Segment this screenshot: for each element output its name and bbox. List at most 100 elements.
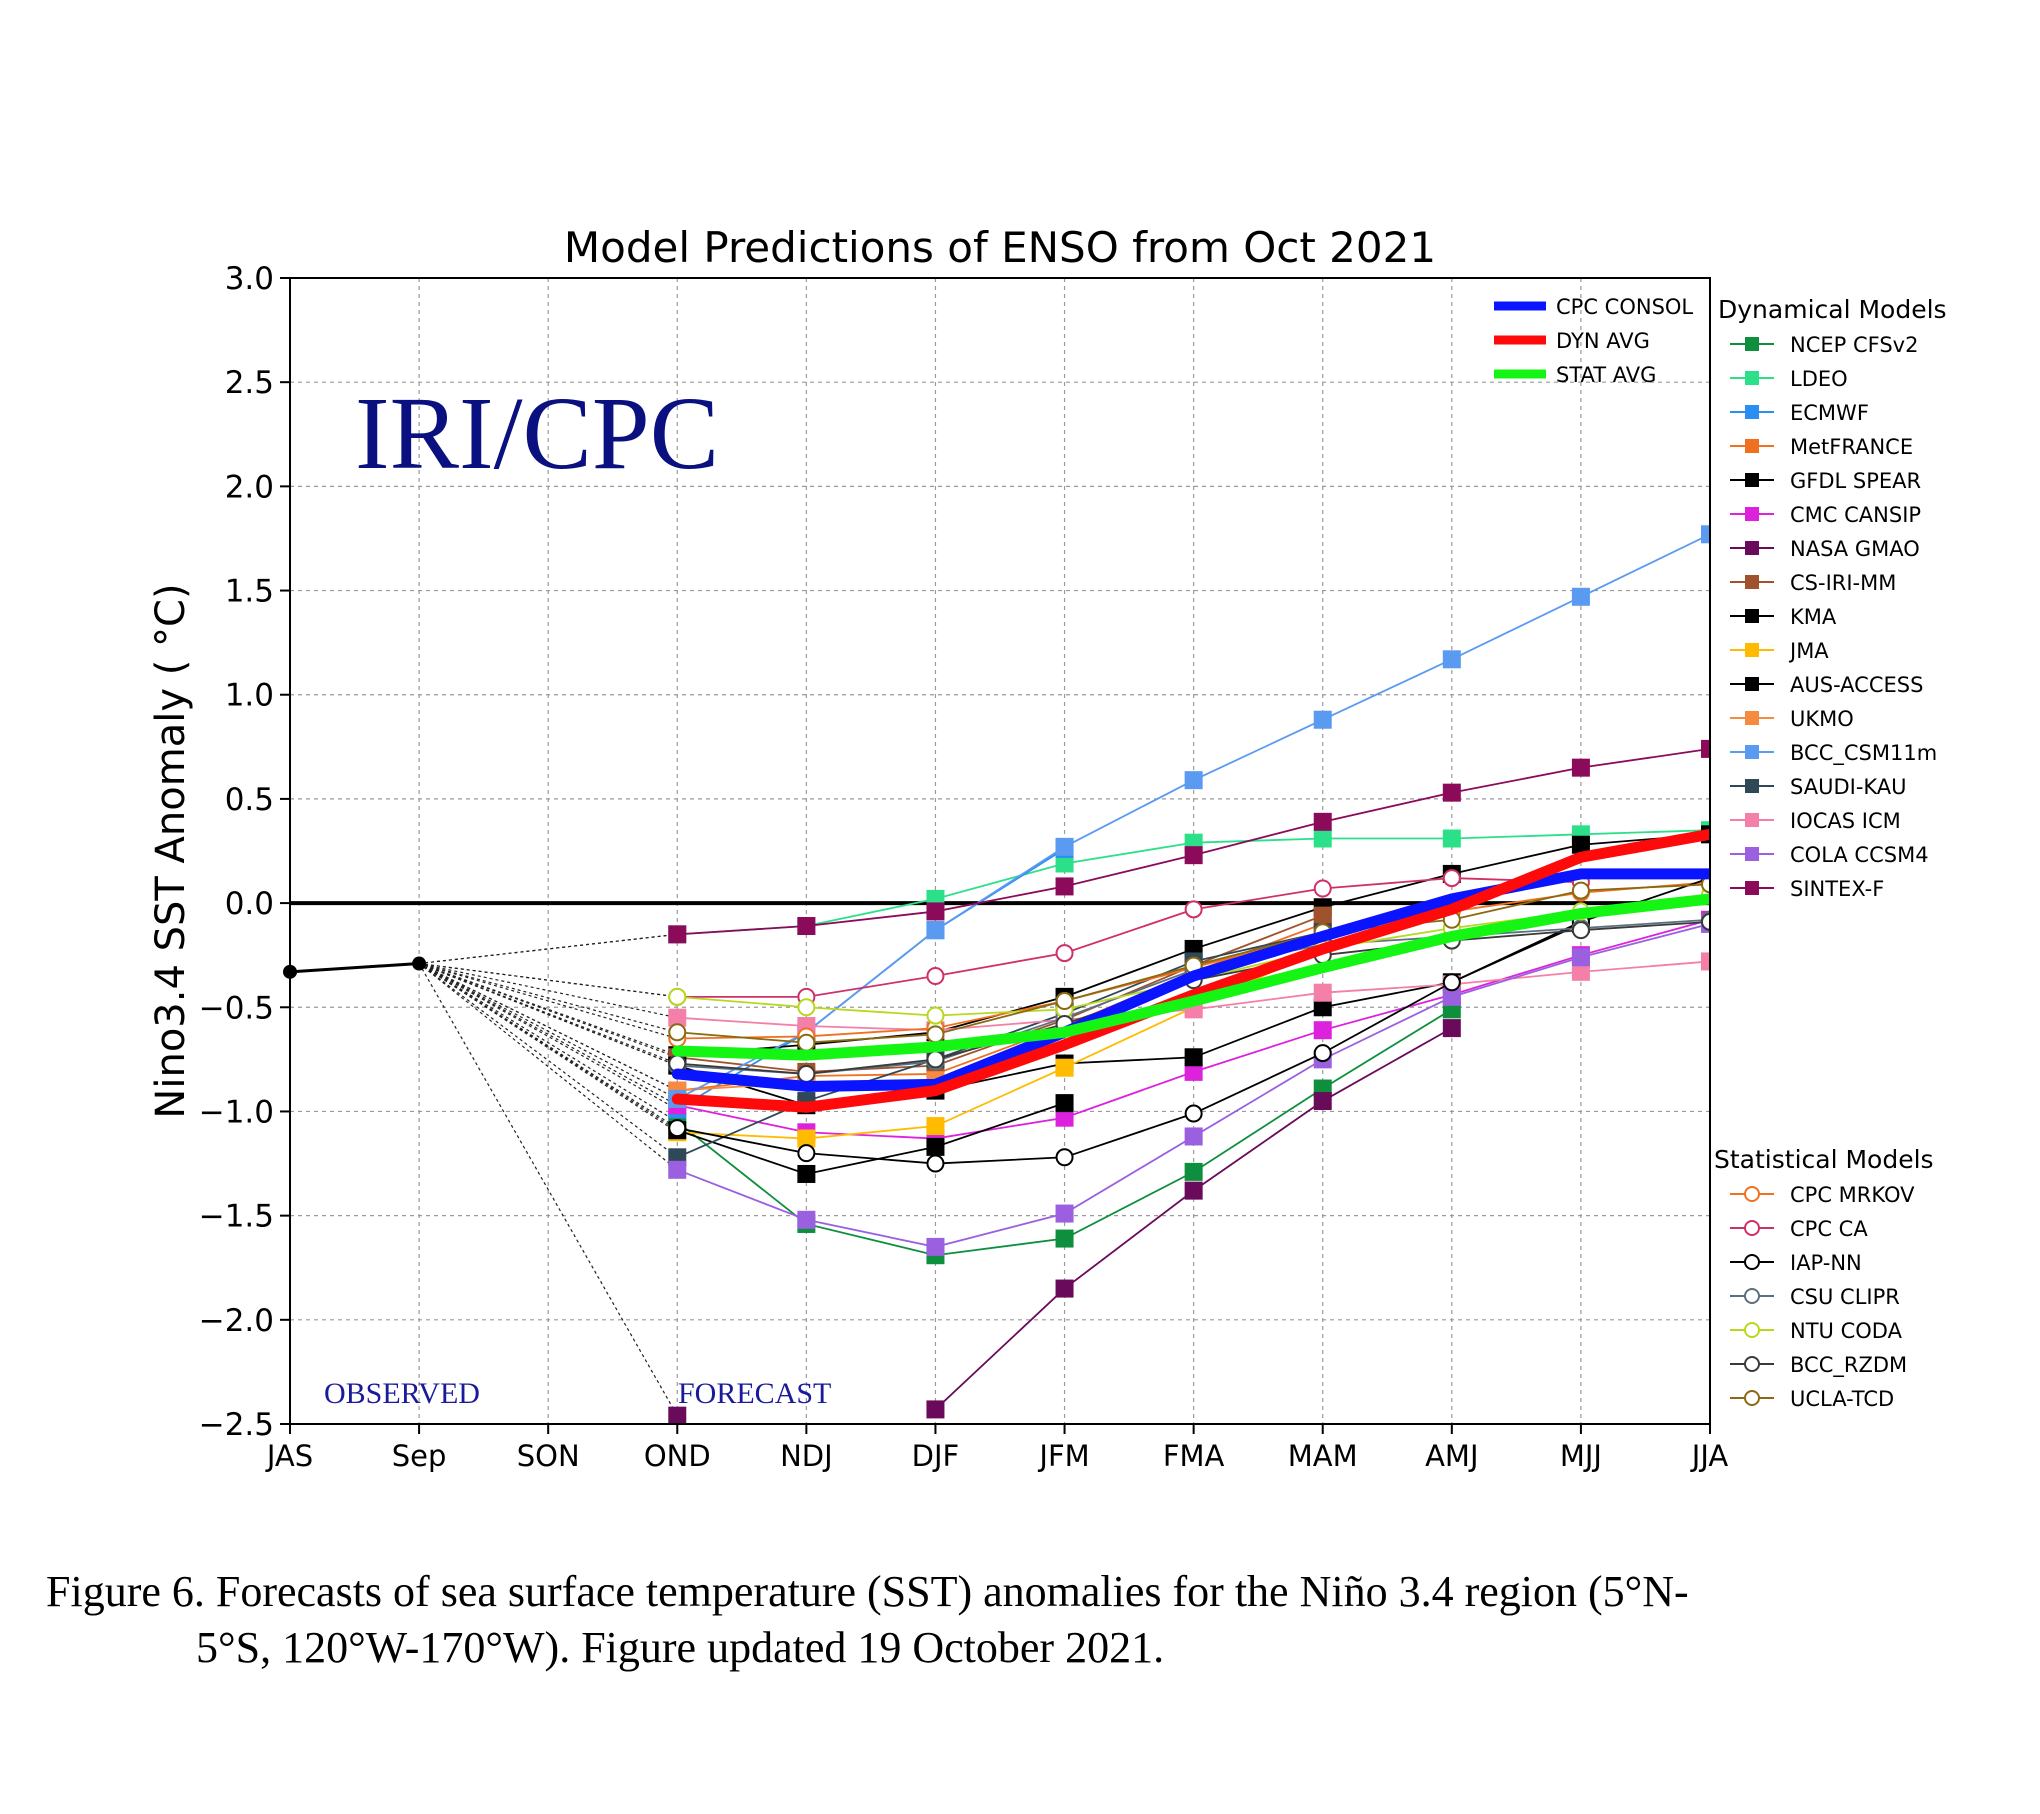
legend-label-gfdl-spear: GFDL SPEAR: [1790, 469, 1921, 493]
marker-cmc-cansip: [1055, 1108, 1074, 1127]
statistical-models-legend: Statistical Models CPC MRKOV CPC CA IAP-NN…: [1714, 1145, 1934, 1411]
y-tick-label: 3.0: [225, 261, 274, 297]
x-tick-label: FMA: [1163, 1439, 1225, 1473]
legend-label-cpc-mrkov: CPC MRKOV: [1790, 1183, 1915, 1207]
legend-marker: [1744, 1288, 1760, 1304]
marker-bcc-csm11m: [1184, 771, 1203, 790]
legend-label-ldeo: LDEO: [1790, 367, 1848, 391]
legend-label-ukmo: UKMO: [1790, 707, 1854, 731]
marker-nasa-gmao: [1313, 1092, 1332, 1111]
caption-line-2: 5°S, 120°W-170°W). Figure updated 19 Oct…: [196, 1623, 1165, 1672]
connector-bcc-rzdm: [418, 962, 678, 1065]
watermark-iri-cpc: IRI/CPC: [355, 376, 719, 491]
marker-cpc-ca: [1055, 944, 1074, 963]
marker-nasa-gmao: [1184, 1181, 1203, 1200]
marker-bcc-rzdm: [926, 1050, 945, 1069]
connector-sintex-f: [419, 933, 678, 965]
marker-bcc-csm11m: [1701, 525, 1710, 544]
marker-bcc-rzdm: [797, 1064, 816, 1083]
y-tick-label: −1.0: [199, 1094, 274, 1130]
forecast-connector-lines: [418, 933, 678, 1416]
marker-iap-nn: [1313, 1044, 1332, 1063]
marker-cs-iri-mm: [1313, 906, 1332, 925]
series-sintex-f: [668, 739, 1710, 944]
marker-iocas-icm: [668, 1008, 687, 1027]
marker-ldeo: [1313, 829, 1332, 848]
marker-sintex-f: [1571, 758, 1590, 777]
marker-jma: [1055, 1058, 1074, 1077]
dynamical-models-legend: Dynamical Models NCEP CFSv2 LDEO ECMWF MetF…: [1718, 295, 1947, 901]
marker-ucla-tcd: [1701, 875, 1710, 894]
x-tick-label: MJJ: [1560, 1439, 1602, 1473]
marker-ucla-tcd: [926, 1025, 945, 1044]
marker-ucla-tcd: [1055, 992, 1074, 1011]
x-tick-label: SON: [517, 1439, 580, 1473]
x-tick-label: AMJ: [1425, 1439, 1478, 1473]
plot-frame: [289, 277, 1711, 1425]
marker-cpc-ca: [1313, 879, 1332, 898]
marker-sintex-f: [1442, 783, 1461, 802]
y-axis-ticks: 3.0 2.5 2.0 1.5 1.0 0.5 0.0 −0.5 −1.0 −1.5 −2.0 −2.…: [199, 261, 290, 1443]
y-tick-label: −1.5: [199, 1199, 274, 1235]
observed-line: [289, 962, 420, 974]
marker-cmc-cansip: [1313, 1021, 1332, 1040]
connector-ucla-tcd: [418, 962, 678, 1033]
avg-line-stat-avg: [671, 893, 1710, 1061]
marker-iap-nn: [797, 1144, 816, 1163]
connector-iocas-icm: [418, 962, 678, 1019]
legend-label-cs-iri-mm: CS-IRI-MM: [1790, 571, 1896, 595]
marker-ncep-cfsv2: [1055, 1229, 1074, 1248]
marker-iap-nn: [926, 1154, 945, 1173]
connector-gfdl-spear: [418, 962, 678, 1056]
marker-ldeo: [1055, 854, 1074, 873]
average-series: [671, 828, 1710, 1113]
marker-nasa-gmao: [1055, 1279, 1074, 1298]
observed-series: [283, 956, 427, 979]
marker-cola-ccsm4: [1184, 1127, 1203, 1146]
legend-label-bcc-rzdm: BCC_RZDM: [1790, 1353, 1907, 1378]
marker-cmc-cansip: [1184, 1062, 1203, 1081]
marker-aus-access: [1055, 1094, 1074, 1113]
avg-legend-label: DYN AVG: [1556, 329, 1650, 353]
marker-bcc-csm11m: [1442, 650, 1461, 669]
y-tick-label: −2.0: [199, 1303, 274, 1339]
avg-line-cpc-consol: [671, 868, 1710, 1092]
legend-label-ntu-coda: NTU CODA: [1790, 1319, 1903, 1343]
legend-label-aus-access: AUS-ACCESS: [1790, 673, 1923, 697]
legend-label-nasa-gmao: NASA GMAO: [1790, 537, 1920, 561]
legend-marker: [1744, 1186, 1760, 1202]
y-tick-label: −0.5: [199, 990, 274, 1026]
marker-kma: [1313, 998, 1332, 1017]
legend-marker: [1744, 1356, 1760, 1372]
legend-marker: [1745, 779, 1759, 793]
marker-iocas-icm: [1701, 952, 1710, 971]
marker-sintex-f: [797, 917, 816, 936]
marker-kma: [1184, 1048, 1203, 1067]
marker-jma: [797, 1129, 816, 1148]
legend-marker: [1745, 507, 1759, 521]
marker-iap-nn: [1442, 973, 1461, 992]
statistical-legend-title: Statistical Models: [1714, 1145, 1934, 1174]
marker-ntu-coda: [668, 987, 687, 1006]
marker-iap-nn: [1055, 1148, 1074, 1167]
marker-ldeo: [1442, 829, 1461, 848]
x-tick-label: JFM: [1037, 1439, 1089, 1473]
dynamical-legend-title: Dynamical Models: [1718, 295, 1947, 324]
connector-cpc-mrkov: [418, 962, 678, 1040]
marker-sintex-f: [926, 902, 945, 921]
marker-nasa-gmao: [668, 1406, 687, 1424]
connector-ecmwf: [418, 962, 678, 1110]
marker-cola-ccsm4: [1442, 987, 1461, 1006]
connector-csu-clipr: [418, 962, 678, 1067]
marker-iocas-icm: [1313, 983, 1332, 1002]
legend-marker: [1745, 677, 1759, 691]
marker-iocas-icm: [1571, 962, 1590, 981]
observed-marker: [412, 956, 427, 971]
marker-ucla-tcd: [668, 1023, 687, 1042]
marker-bcc-rzdm: [1701, 912, 1710, 931]
x-tick-label: JAS: [265, 1439, 313, 1473]
x-tick-label: DJF: [912, 1439, 960, 1473]
legend-marker: [1745, 711, 1759, 725]
marker-sintex-f: [1055, 877, 1074, 896]
avg-legend-label: STAT AVG: [1556, 363, 1656, 387]
